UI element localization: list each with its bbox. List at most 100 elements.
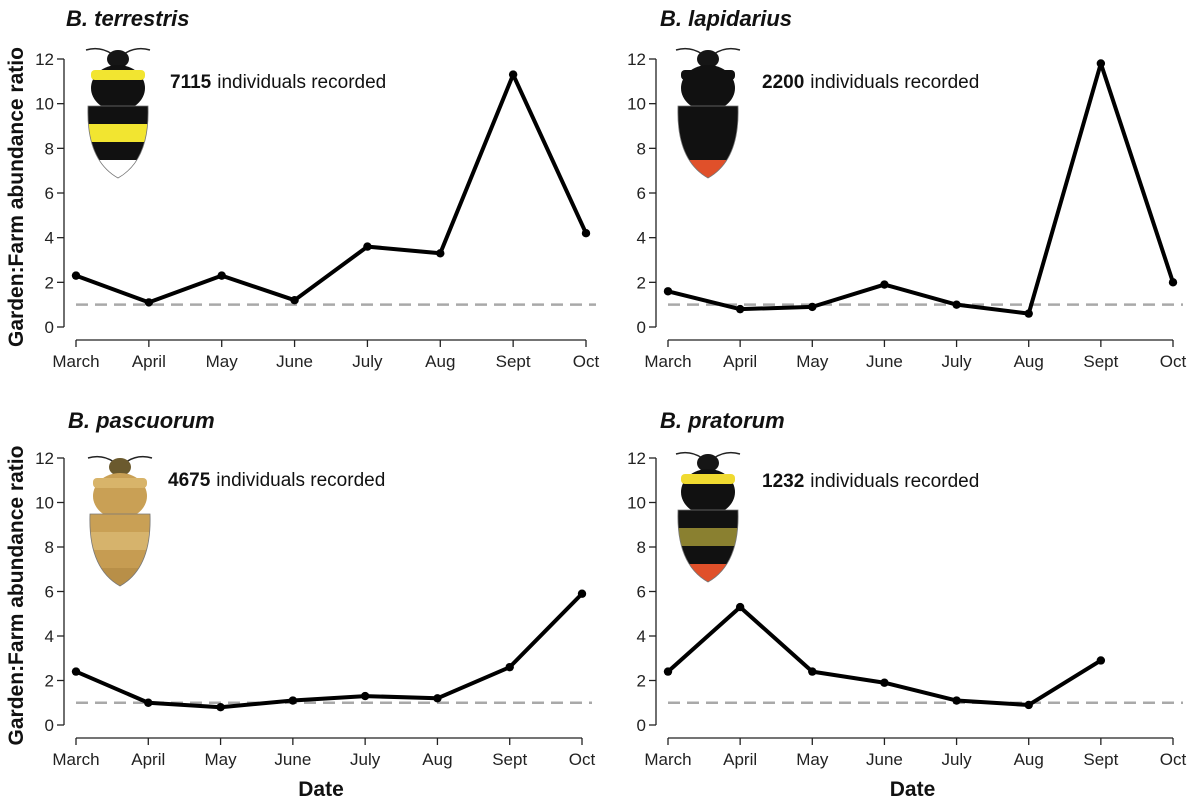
- data-point: [581, 229, 591, 238]
- y-tick-label: 8: [45, 139, 54, 158]
- data-point: [436, 249, 445, 258]
- x-tick-label: Aug: [425, 352, 455, 371]
- y-tick-label: 0: [45, 716, 54, 735]
- y-tick-label: 10: [35, 95, 54, 114]
- y-axis-title: Garden:Farm abundance ratio: [5, 446, 28, 746]
- x-tick-label: Oct: [569, 750, 596, 769]
- bee-abdomen-band-icon: [677, 142, 739, 161]
- bee-abdomen-band-icon: [87, 124, 149, 143]
- bee-abdomen-icon: [677, 510, 739, 582]
- x-tick-label: Sept: [492, 750, 527, 769]
- bee-abdomen-band-icon: [677, 564, 739, 582]
- bee-abdomen-band-icon: [677, 124, 739, 143]
- y-tick-label: 6: [637, 184, 646, 203]
- data-point: [1168, 278, 1178, 287]
- antenna-left-icon: [87, 455, 115, 463]
- panel-title: B. pascuorum: [68, 408, 215, 433]
- data-point: [217, 271, 226, 280]
- x-tick-label: July: [941, 352, 972, 371]
- data-point: [1096, 656, 1106, 665]
- x-tick-label: May: [205, 750, 238, 769]
- y-tick-label: 10: [627, 95, 646, 114]
- bee-outline-icon: [89, 513, 151, 587]
- x-axis-title: Date: [298, 778, 344, 801]
- x-tick-label: Oct: [573, 352, 600, 371]
- antenna-right-icon: [713, 47, 741, 55]
- y-tick-label: 4: [637, 229, 646, 248]
- data-point: [735, 304, 745, 314]
- x-tick-label: June: [276, 352, 313, 371]
- y-tick-label: 12: [35, 50, 54, 69]
- series-line: [75, 72, 588, 305]
- y-tick-label: 10: [35, 494, 54, 513]
- x-tick-label: May: [796, 352, 829, 371]
- bee-abdomen-band-icon: [89, 550, 151, 569]
- data-point: [1024, 309, 1033, 318]
- individuals-count-number: 4675: [168, 470, 211, 491]
- data-point: [363, 242, 372, 251]
- x-tick-label: June: [866, 352, 903, 371]
- x-tick-label: Aug: [1014, 750, 1044, 769]
- data-point: [952, 300, 961, 309]
- data-point: [71, 271, 81, 280]
- bee-collar-band-icon: [93, 478, 147, 488]
- bee-illustration-icon: [675, 451, 741, 583]
- y-tick-label: 4: [45, 229, 54, 248]
- individuals-count-label: 1232 individuals recorded: [762, 471, 979, 492]
- bee-outline-icon: [677, 105, 739, 179]
- x-tick-label: Aug: [1014, 352, 1044, 371]
- antenna-left-icon: [85, 47, 113, 55]
- y-tick-label: 2: [45, 672, 54, 691]
- x-tick-label: July: [941, 750, 972, 769]
- antenna-right-icon: [125, 455, 153, 463]
- chart-panel: B. pratorum 0 2 4 6 8 10 12 March April May June Jul…: [627, 408, 1186, 801]
- individuals-count-label: 4675 individuals recorded: [168, 470, 385, 491]
- chart-panel: B. pascuorum 0 2 4 6 8 10 12 March April May June Ju…: [5, 408, 595, 801]
- x-axis-title: Date: [890, 778, 936, 801]
- y-tick-label: 0: [45, 318, 54, 337]
- data-point: [880, 678, 889, 687]
- x-tick-label: March: [52, 750, 99, 769]
- individuals-count-text: individuals recorded: [217, 72, 386, 93]
- panel-title: B. lapidarius: [660, 6, 792, 31]
- bee-head-icon: [697, 454, 719, 472]
- bee-abdomen-band-icon: [89, 568, 151, 586]
- bee-abdomen-band-icon: [87, 106, 149, 125]
- individuals-count-text: individuals recorded: [810, 72, 979, 93]
- y-tick-label: 12: [627, 50, 646, 69]
- x-tick-label: Oct: [1160, 750, 1187, 769]
- x-tick-label: March: [644, 750, 691, 769]
- bee-abdomen-icon: [677, 106, 739, 178]
- y-tick-label: 0: [637, 716, 646, 735]
- bee-abdomen-band-icon: [677, 106, 739, 125]
- y-tick-label: 0: [637, 318, 646, 337]
- panel-title: B. pratorum: [660, 408, 785, 433]
- x-tick-label: July: [352, 352, 383, 371]
- data-point: [577, 589, 587, 598]
- bee-collar-band-icon: [91, 70, 145, 80]
- x-tick-label: April: [723, 352, 757, 371]
- data-point: [144, 298, 154, 307]
- y-tick-label: 10: [627, 494, 646, 513]
- bee-illustration-icon: [87, 455, 153, 587]
- bee-abdomen-band-icon: [677, 528, 739, 547]
- bee-abdomen-icon: [89, 514, 151, 586]
- antenna-right-icon: [123, 47, 151, 55]
- x-tick-label: June: [866, 750, 903, 769]
- panel-title: B. terrestris: [66, 6, 190, 31]
- y-tick-label: 8: [45, 538, 54, 557]
- bee-outline-icon: [87, 105, 149, 179]
- data-point: [663, 667, 673, 676]
- x-tick-label: Sept: [1083, 352, 1118, 371]
- data-point: [433, 694, 442, 703]
- individuals-count-label: 7115 individuals recorded: [170, 72, 386, 93]
- antenna-left-icon: [675, 47, 703, 55]
- bee-abdomen-band-icon: [677, 160, 739, 178]
- data-point: [808, 302, 817, 312]
- x-tick-label: April: [131, 750, 165, 769]
- y-tick-label: 2: [637, 672, 646, 691]
- bee-abdomen-band-icon: [677, 510, 739, 529]
- x-tick-label: March: [644, 352, 691, 371]
- bee-abdomen-band-icon: [677, 546, 739, 565]
